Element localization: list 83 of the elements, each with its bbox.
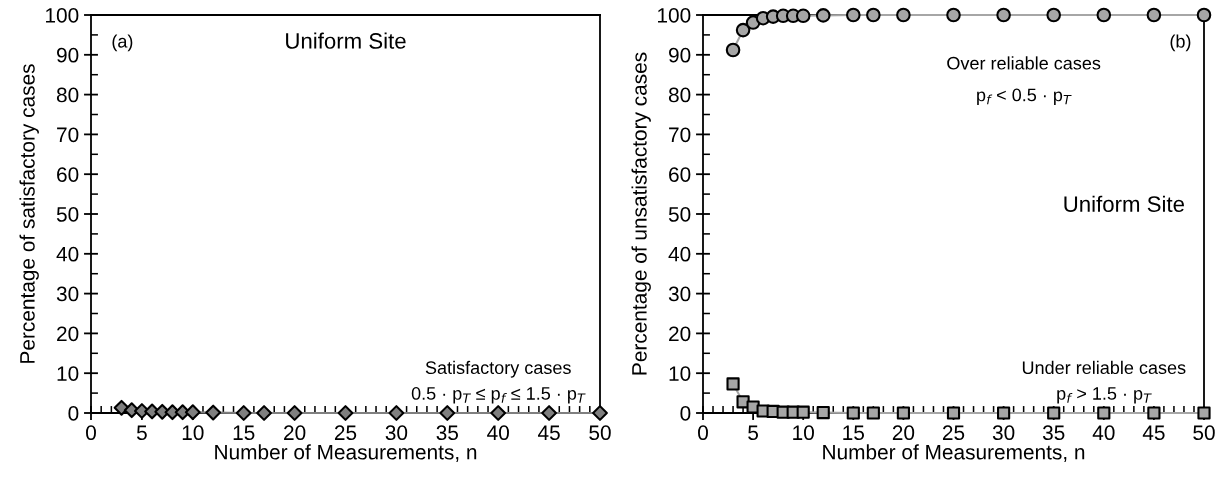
y-tick-label: 10 xyxy=(57,366,79,381)
x-tick-label: 35 xyxy=(1042,425,1065,441)
point xyxy=(946,7,961,23)
x-tick-label: 0 xyxy=(698,425,708,441)
annotation: p$_{f}$ < 0.5 · p$_{T}$ xyxy=(977,88,1072,105)
y-tick-label: 50 xyxy=(56,207,79,222)
x-tick-label: 15 xyxy=(233,425,255,441)
y-tick-label: 80 xyxy=(668,87,691,103)
y-tick-label: 10 xyxy=(669,366,691,381)
point xyxy=(735,22,751,38)
x-tick-label: 10 xyxy=(793,425,814,441)
annotation: 0.5 · p$_{T}$ ≤ p$_{f}$ ≤ 1.5 · p$_{T}$ xyxy=(411,387,586,404)
annotation: Under reliable cases xyxy=(1022,360,1186,375)
x-tick-label: 0 xyxy=(86,425,96,441)
point xyxy=(896,7,911,23)
y-tick-label: 100 xyxy=(658,8,691,23)
x-axis-title: Number of Measurements, n xyxy=(823,444,1085,462)
point xyxy=(1096,7,1112,23)
point xyxy=(1196,7,1212,23)
x-tick-label: 50 xyxy=(1193,425,1215,441)
y-tick-label: 20 xyxy=(669,326,691,342)
x-tick-label: 30 xyxy=(992,425,1015,441)
x-tick-label: 45 xyxy=(1142,425,1165,441)
point xyxy=(946,406,961,420)
annotation: Satisfactory cases xyxy=(425,360,571,378)
point xyxy=(815,8,831,23)
y-tick-label: 70 xyxy=(57,127,79,143)
y-tick-label: 100 xyxy=(46,8,79,23)
x-tick-label: 25 xyxy=(334,425,357,441)
x-tick-label: 40 xyxy=(1092,425,1115,441)
annotation: p$_{f}$ > 1.5 · p$_{T}$ xyxy=(1057,387,1152,404)
x-tick-label: 5 xyxy=(748,425,759,441)
y-tick-label: 40 xyxy=(668,246,691,262)
x-axis-title: Number of Measurements, n xyxy=(215,444,477,462)
point xyxy=(1097,406,1111,420)
x-tick-label: 25 xyxy=(942,425,965,441)
y-axis-title: Percentage of satisfactory cases xyxy=(19,64,39,363)
y-axis-title: Percentage of unsatisfactory cases xyxy=(631,52,651,375)
point xyxy=(846,406,860,420)
annotation: Uniform Site xyxy=(1064,195,1184,213)
y-tick-label: 90 xyxy=(57,47,79,63)
point xyxy=(996,7,1011,23)
y-tick-label: 50 xyxy=(668,207,691,222)
x-tick-label: 15 xyxy=(843,425,865,441)
y-tick-label: 30 xyxy=(668,286,691,302)
x-tick-label: 45 xyxy=(537,425,560,441)
y-tick-label: 30 xyxy=(56,286,79,302)
y-tick-label: 70 xyxy=(669,127,691,143)
y-tick-label: 0 xyxy=(68,406,79,421)
point xyxy=(1047,406,1061,420)
x-tick-label: 5 xyxy=(136,425,147,441)
point xyxy=(846,7,861,23)
point xyxy=(725,42,741,58)
y-tick-label: 40 xyxy=(56,246,79,262)
point xyxy=(1197,406,1211,420)
point xyxy=(816,406,830,420)
point xyxy=(866,406,880,420)
x-tick-label: 50 xyxy=(589,425,611,441)
x-tick-label: 30 xyxy=(385,425,408,441)
annotation: Uniform Site xyxy=(286,32,406,49)
x-tick-label: 40 xyxy=(487,425,509,441)
x-tick-label: 10 xyxy=(182,425,204,441)
point xyxy=(1046,7,1061,23)
y-tick-label: 20 xyxy=(57,326,79,342)
x-tick-label: 35 xyxy=(436,425,459,441)
y-tick-label: 60 xyxy=(669,167,691,182)
y-tick-label: 0 xyxy=(680,406,691,421)
x-tick-label: 20 xyxy=(892,425,915,441)
y-tick-label: 80 xyxy=(56,87,79,103)
point xyxy=(796,405,810,419)
annotation: (a) xyxy=(112,34,133,52)
point xyxy=(1146,7,1162,23)
y-tick-label: 60 xyxy=(57,167,79,182)
annotation: (b) xyxy=(1170,34,1191,52)
point xyxy=(896,406,910,420)
point xyxy=(726,377,740,391)
point xyxy=(997,406,1011,420)
annotation: Over reliable cases xyxy=(947,56,1101,70)
point xyxy=(1147,406,1161,420)
point xyxy=(866,7,881,23)
x-tick-label: 20 xyxy=(284,425,306,441)
y-tick-label: 90 xyxy=(669,47,691,63)
point xyxy=(795,8,811,24)
